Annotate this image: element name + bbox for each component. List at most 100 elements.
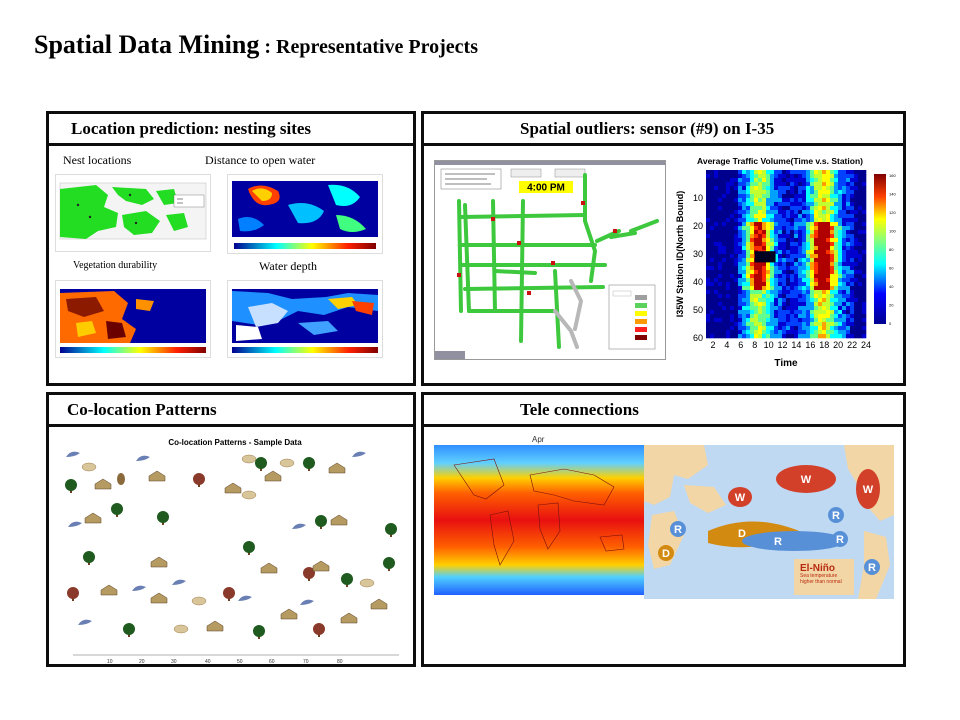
- heatmap-cell: [782, 202, 787, 207]
- heatmap-cell: [742, 270, 747, 275]
- heatmap-cell: [742, 238, 747, 243]
- heatmap-cell: [762, 202, 767, 207]
- heatmap-cell: [798, 306, 803, 311]
- colorbar-tick-label: 80: [889, 247, 894, 252]
- heatmap-cell: [762, 206, 767, 211]
- heatmap-cell: [770, 206, 775, 211]
- heatmap-cell: [778, 322, 783, 327]
- heatmap-cell: [802, 254, 807, 259]
- heatmap-cell: [822, 306, 827, 311]
- heatmap-cell: [746, 242, 751, 247]
- heatmap-cell: [798, 186, 803, 191]
- heatmap-cell: [790, 262, 795, 267]
- heatmap-cell: [842, 318, 847, 323]
- heatmap-cell: [790, 270, 795, 275]
- heatmap-cell: [770, 234, 775, 239]
- heatmap-cell: [706, 290, 711, 295]
- heatmap-cell: [802, 202, 807, 207]
- heatmap-cell: [846, 230, 851, 235]
- svg-text:R: R: [674, 524, 682, 536]
- heatmap-cell: [722, 334, 727, 339]
- heatmap-cell: [822, 270, 827, 275]
- heatmap-cell: [782, 298, 787, 303]
- heatmap-cell: [758, 190, 763, 195]
- tree-icon: [83, 551, 95, 565]
- heatmap-cell: [834, 302, 839, 307]
- heatmap-cell: [754, 330, 759, 335]
- heatmap-cell: [858, 290, 863, 295]
- heatmap-cell: [822, 326, 827, 331]
- heatmap-cell: [846, 218, 851, 223]
- heatmap-cell: [718, 266, 723, 271]
- heatmap-cell: [790, 218, 795, 223]
- heatmap-cell: [742, 174, 747, 179]
- heatmap-cell: [834, 250, 839, 255]
- heatmap-cell: [822, 190, 827, 195]
- heatmap-cell: [738, 214, 743, 219]
- heatmap-cell: [858, 274, 863, 279]
- heatmap-cell: [838, 266, 843, 271]
- heatmap-cell: [810, 194, 815, 199]
- heatmap-cell: [822, 310, 827, 315]
- heatmap-cell: [786, 302, 791, 307]
- heatmap-cell: [734, 194, 739, 199]
- heatmap-cell: [730, 290, 735, 295]
- heatmap-cell: [854, 186, 859, 191]
- heatmap-cell: [802, 230, 807, 235]
- heatmap-cell: [850, 266, 855, 271]
- heatmap-cell: [710, 298, 715, 303]
- heatmap-cell: [786, 254, 791, 259]
- heatmap-cell: [802, 270, 807, 275]
- heatmap-cell: [850, 230, 855, 235]
- heatmap-cell: [758, 170, 763, 175]
- heatmap-cell: [738, 286, 743, 291]
- heatmap-cell: [718, 306, 723, 311]
- heatmap-cell: [758, 186, 763, 191]
- heatmap-cell: [862, 186, 867, 191]
- heatmap-cell: [710, 254, 715, 259]
- heatmap-cell: [730, 298, 735, 303]
- heatmap-cell: [862, 282, 867, 287]
- heatmap-cell: [722, 270, 727, 275]
- heatmap-cell: [802, 170, 807, 175]
- heatmap-cell: [718, 242, 723, 247]
- heatmap-cell: [826, 306, 831, 311]
- heatmap-cell: [762, 298, 767, 303]
- heatmap-cell: [730, 254, 735, 259]
- heatmap-cell: [758, 282, 763, 287]
- heatmap-cell: [710, 278, 715, 283]
- heatmap-cell: [742, 258, 747, 263]
- heatmap-cell: [778, 266, 783, 271]
- heatmap-cell: [742, 314, 747, 319]
- heatmap-cell: [722, 246, 727, 251]
- heatmap-cell: [786, 182, 791, 187]
- heatmap-cell: [854, 310, 859, 315]
- heatmap-cell: [838, 334, 843, 339]
- heatmap-cell: [730, 214, 735, 219]
- heatmap-cell: [838, 214, 843, 219]
- heatmap-cell: [766, 322, 771, 327]
- x-tick-label: 18: [819, 340, 829, 350]
- heatmap-cell: [842, 222, 847, 227]
- heatmap-cell: [838, 178, 843, 183]
- heatmap-cell: [802, 226, 807, 231]
- heatmap-cell: [798, 214, 803, 219]
- heatmap-cell: [730, 174, 735, 179]
- heatmap-cell: [798, 198, 803, 203]
- heatmap-cell: [854, 222, 859, 227]
- heatmap-cell: [846, 314, 851, 319]
- heatmap-cell: [710, 222, 715, 227]
- global-temperature-map: Apr: [434, 433, 644, 605]
- heatmap-cell: [726, 302, 731, 307]
- heatmap-cell: [862, 318, 867, 323]
- heatmap-cell: [706, 222, 711, 227]
- heatmap-cell: [842, 266, 847, 271]
- heatmap-cell: [766, 226, 771, 231]
- heatmap-cell: [734, 210, 739, 215]
- heatmap-cell: [718, 270, 723, 275]
- heatmap-cell: [734, 286, 739, 291]
- heatmap-cell: [730, 266, 735, 271]
- heatmap-cell: [846, 190, 851, 195]
- x-tick-label: 22: [847, 340, 857, 350]
- owl-icon: [117, 473, 125, 485]
